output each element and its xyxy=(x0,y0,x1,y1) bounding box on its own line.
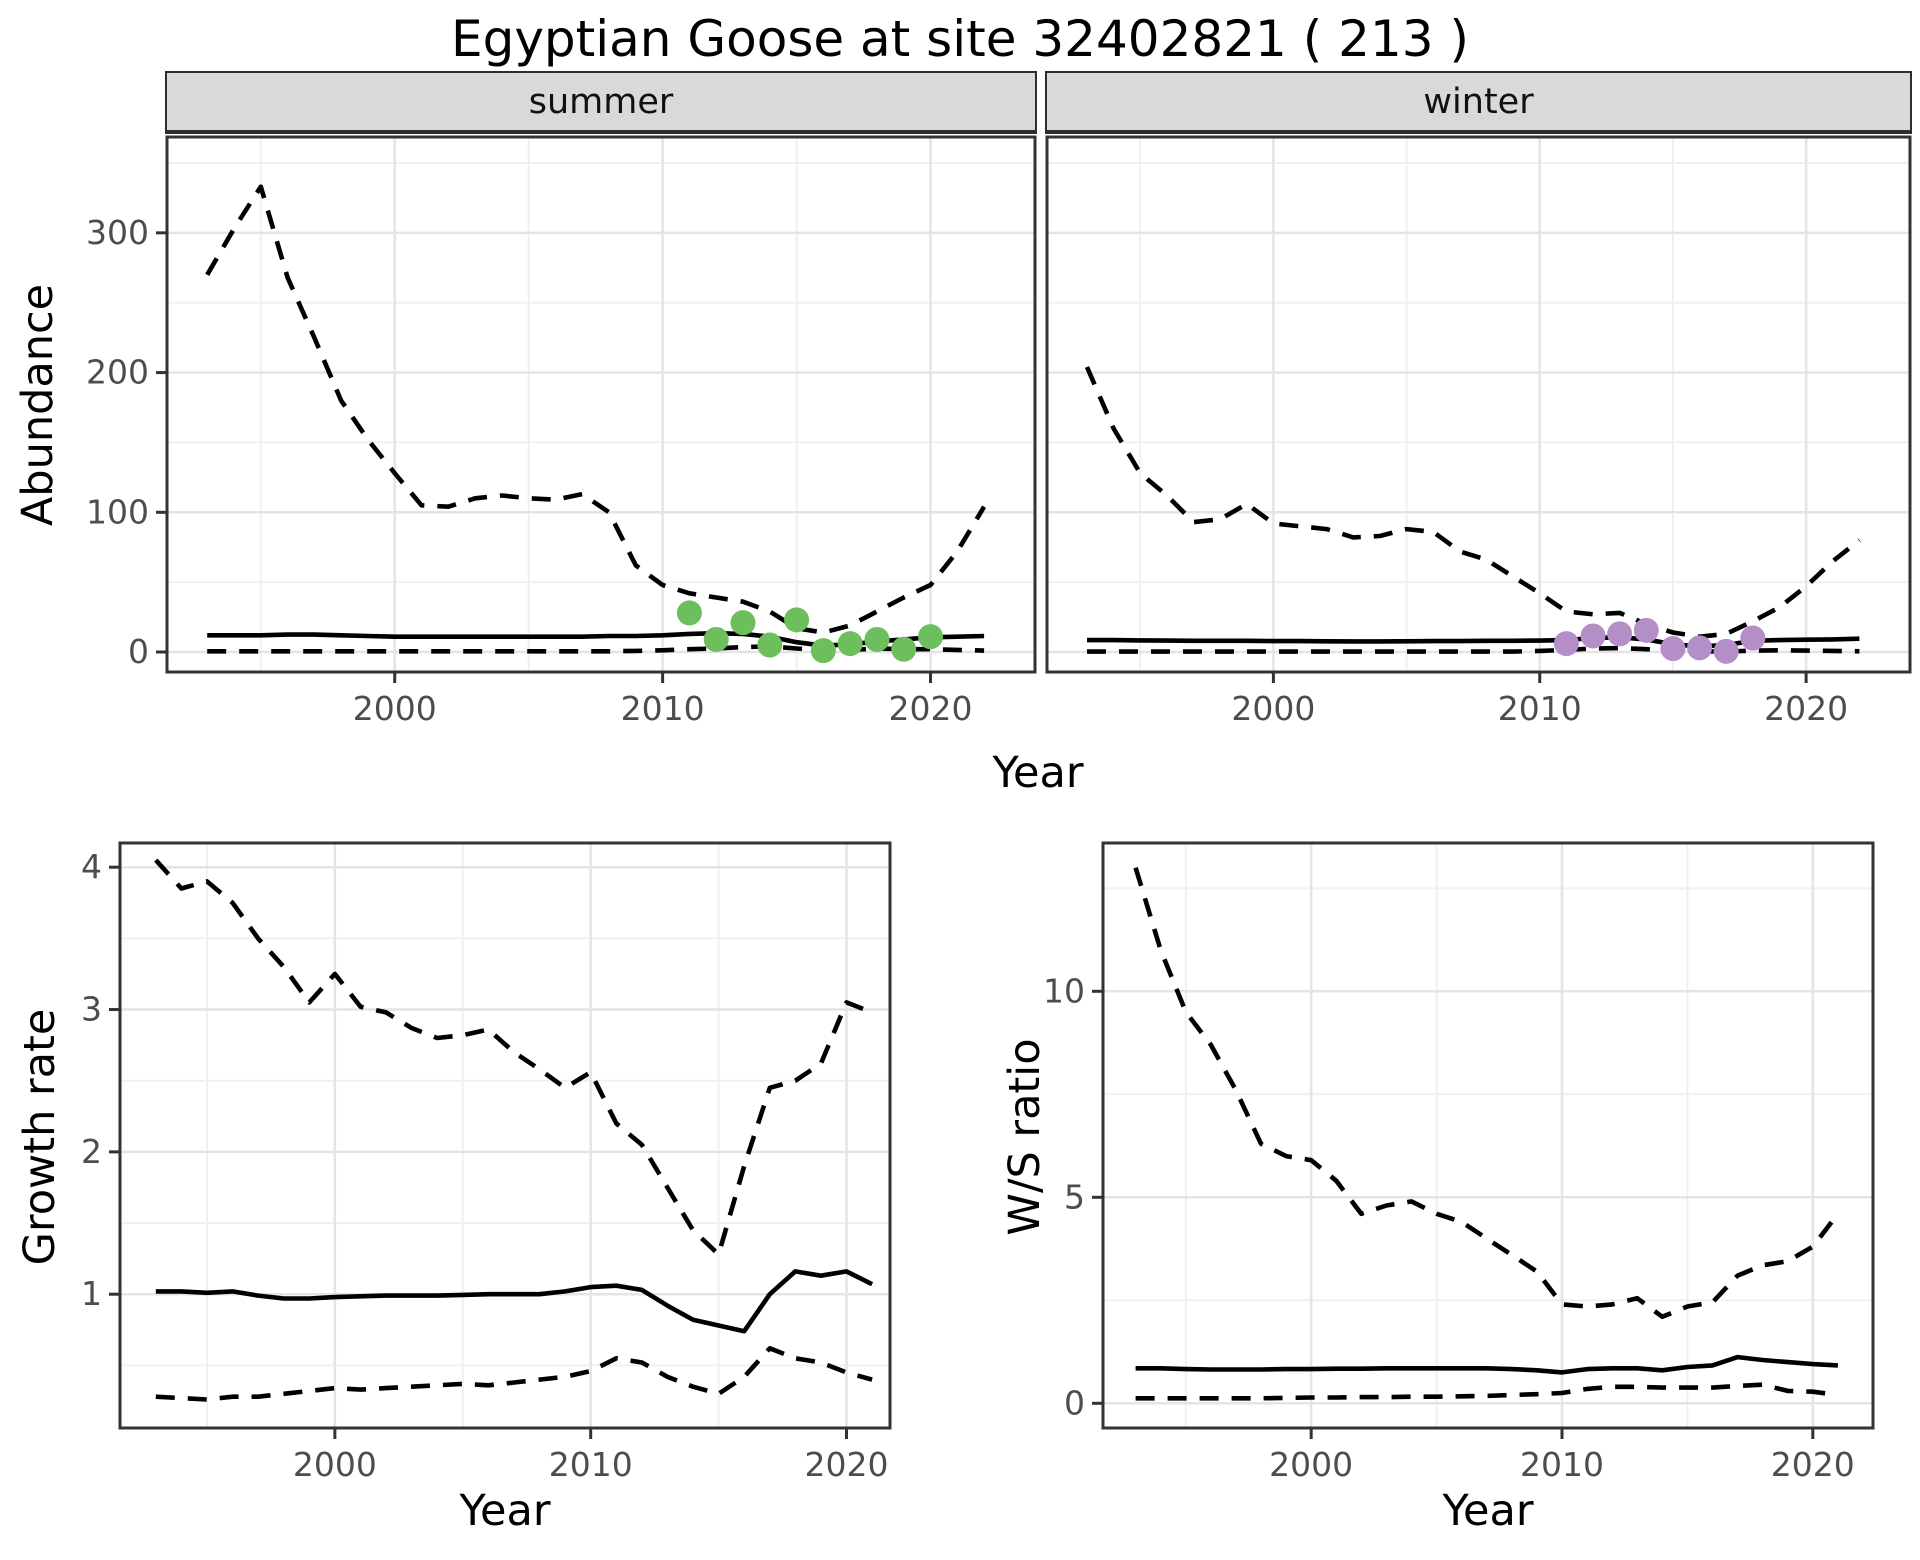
facet-strip-winter: winter xyxy=(1045,71,1912,134)
x-axis-title-growth: Year xyxy=(459,1486,551,1536)
svg-text:300: 300 xyxy=(86,213,149,252)
svg-text:1: 1 xyxy=(81,1274,102,1313)
svg-text:200: 200 xyxy=(86,353,149,392)
ws-ratio-panel: 2000 2010 2020 0 5 10 xyxy=(1043,841,1875,1484)
svg-text:2000: 2000 xyxy=(293,1445,377,1484)
svg-text:4: 4 xyxy=(81,847,102,886)
facet-strip-summer-label: summer xyxy=(528,81,674,122)
svg-text:2010: 2010 xyxy=(621,689,705,728)
y-axis-title-ws-ratio: W/S ratio xyxy=(1000,1038,1050,1236)
abundance-summer-panel: 2000 2010 2020 0 100 200 300 xyxy=(86,135,1037,728)
svg-text:0: 0 xyxy=(1064,1383,1085,1422)
svg-text:2020: 2020 xyxy=(889,689,973,728)
abundance-winter-panel: 2000 2010 2020 xyxy=(1045,135,1912,728)
x-axis-title-top: Year xyxy=(992,748,1084,798)
svg-text:2010: 2010 xyxy=(549,1445,633,1484)
svg-text:2000: 2000 xyxy=(1269,1445,1353,1484)
facet-strip-winter-label: winter xyxy=(1423,81,1534,122)
svg-text:100: 100 xyxy=(86,492,149,531)
svg-text:2: 2 xyxy=(81,1132,102,1171)
svg-text:10: 10 xyxy=(1043,971,1085,1010)
svg-text:2010: 2010 xyxy=(1498,689,1582,728)
svg-text:2010: 2010 xyxy=(1520,1445,1604,1484)
svg-text:3: 3 xyxy=(81,990,102,1029)
x-axis-title-ws: Year xyxy=(1442,1486,1534,1536)
growth-rate-panel: 2000 2010 2020 1 2 3 4 xyxy=(81,841,892,1484)
svg-text:2020: 2020 xyxy=(805,1445,889,1484)
svg-text:0: 0 xyxy=(128,632,149,671)
svg-text:2020: 2020 xyxy=(1764,689,1848,728)
svg-text:5: 5 xyxy=(1064,1177,1085,1216)
svg-text:2000: 2000 xyxy=(1231,689,1315,728)
y-axis-title-abundance: Abundance xyxy=(13,283,63,527)
facet-strip-summer: summer xyxy=(165,71,1037,134)
chart-title: Egyptian Goose at site 32402821 ( 213 ) xyxy=(451,10,1469,68)
svg-text:2000: 2000 xyxy=(353,689,437,728)
svg-text:2020: 2020 xyxy=(1771,1445,1855,1484)
y-axis-title-growth-rate: Growth rate xyxy=(15,1008,65,1266)
